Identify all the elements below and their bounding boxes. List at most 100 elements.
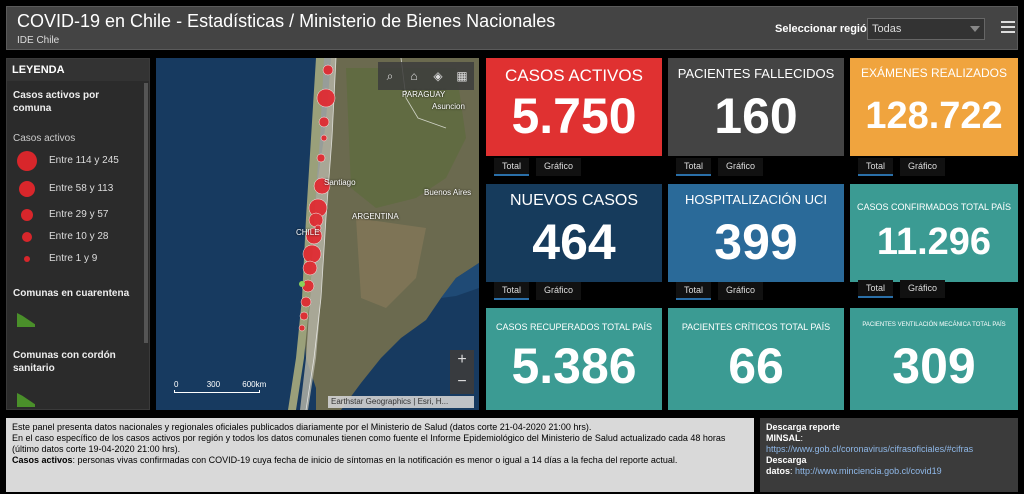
card-title: PACIENTES FALLECIDOS xyxy=(677,66,835,81)
tab-total[interactable]: Total xyxy=(494,158,530,176)
card-value: 66 xyxy=(728,338,784,394)
info-definition: : personas vivas confirmadas con COVID-1… xyxy=(72,455,678,465)
info-paragraph-3: Casos activos: personas vivas confirmada… xyxy=(12,455,748,466)
region-select[interactable]: Todas xyxy=(867,18,985,40)
legend-section-active-cases: Casos activos por comuna xyxy=(13,90,100,114)
card-value: 11.296 xyxy=(876,221,992,263)
legend-active-cases-subtitle: Casos activos xyxy=(13,133,76,144)
legend-class-2: Entre 58 y 113 xyxy=(13,179,143,199)
info-paragraph-1: Este panel presenta datos nacionales y r… xyxy=(12,422,592,432)
card-value: 5.750 xyxy=(511,88,637,144)
cordon-polygon-icon xyxy=(17,393,35,407)
tab-grafico[interactable]: Gráfico xyxy=(718,282,764,300)
card-tabs-uci: Total Gráfico xyxy=(676,282,852,300)
tab-total[interactable]: Total xyxy=(858,158,894,176)
tab-total[interactable]: Total xyxy=(676,282,712,300)
card-pacientes-fallecidos: PACIENTES FALLECIDOS 160 xyxy=(668,58,844,156)
card-value: 5.386 xyxy=(511,338,637,394)
tab-grafico[interactable]: Gráfico xyxy=(718,158,764,176)
card-title: CASOS RECUPERADOS TOTAL PAÍS xyxy=(495,322,653,332)
basemap-gallery-icon[interactable]: ▦ xyxy=(456,69,468,83)
region-select-label: Seleccionar región: xyxy=(775,23,878,35)
download-title-1: Descarga reporte xyxy=(766,422,841,432)
map-view[interactable]: ⌕ ⌂ ◈ ▦ PARAGUAY Asuncion Santiago Bueno… xyxy=(156,58,479,410)
card-tabs-fallecidos: Total Gráfico xyxy=(676,158,852,176)
circle-icon xyxy=(22,232,32,242)
map-label-chile: CHILE xyxy=(296,228,320,237)
tab-total[interactable]: Total xyxy=(858,280,894,298)
tab-grafico[interactable]: Gráfico xyxy=(536,282,582,300)
legend-class-label: Entre 1 y 9 xyxy=(49,253,98,264)
card-value: 464 xyxy=(532,214,616,270)
hamburger-icon[interactable] xyxy=(1001,21,1015,33)
map-label-paraguay: PARAGUAY xyxy=(402,90,446,99)
zoom-in-button[interactable]: + xyxy=(450,350,474,372)
card-title: CASOS ACTIVOS xyxy=(505,66,643,85)
tab-grafico[interactable]: Gráfico xyxy=(900,280,946,298)
card-title: PACIENTES CRÍTICOS TOTAL PAÍS xyxy=(681,322,831,332)
legend-class-label: Entre 58 y 113 xyxy=(49,183,114,194)
card-value: 128.722 xyxy=(865,95,1003,137)
card-title: EXÁMENES REALIZADOS xyxy=(860,66,1008,80)
info-paragraph-2: En el caso específico de los casos activ… xyxy=(12,433,726,454)
card-nuevos-casos: NUEVOS CASOS 464 xyxy=(486,184,662,282)
map-label-buenos-aires: Buenos Aires xyxy=(424,188,472,197)
legend-scrollbar[interactable] xyxy=(144,83,148,343)
legend-class-label: Entre 114 y 245 xyxy=(49,155,119,166)
card-value: 309 xyxy=(892,338,976,394)
legend-section-quarantine: Comunas en cuarentena xyxy=(13,288,130,299)
scale-label: 600km xyxy=(242,380,267,389)
info-panel: Este panel presenta datos nacionales y r… xyxy=(6,418,754,492)
legend-class-5: Entre 1 y 9 xyxy=(13,249,143,269)
card-casos-activos: CASOS ACTIVOS 5.750 xyxy=(486,58,662,156)
card-ventilacion-mecanica: PACIENTES VENTILACIÓN MECÁNICA TOTAL PAÍ… xyxy=(850,308,1018,410)
home-icon[interactable]: ⌂ xyxy=(410,69,418,83)
quarantine-polygon-icon xyxy=(17,313,35,327)
card-tabs-confirmados: Total Gráfico xyxy=(858,280,1024,298)
tab-total[interactable]: Total xyxy=(494,282,530,300)
map-attribution[interactable]: Earthstar Geographics | Esri, H... xyxy=(328,396,474,408)
card-title: CASOS CONFIRMADOS TOTAL PAÍS xyxy=(856,202,1012,212)
map-label-santiago: Santiago xyxy=(324,178,356,187)
card-title: PACIENTES VENTILACIÓN MECÁNICA TOTAL PAÍ… xyxy=(862,322,1006,328)
zoom-out-button[interactable]: − xyxy=(450,372,474,394)
card-casos-confirmados: CASOS CONFIRMADOS TOTAL PAÍS 11.296 xyxy=(850,184,1018,282)
scale-bar-labels: 0 300 600km xyxy=(174,380,266,389)
search-icon[interactable]: ⌕ xyxy=(386,69,394,83)
card-casos-recuperados: CASOS RECUPERADOS TOTAL PAÍS 5.386 xyxy=(486,308,662,410)
card-title: NUEVOS CASOS xyxy=(509,192,639,209)
legend-class-label: Entre 10 y 28 xyxy=(49,231,109,242)
minciencia-data-link[interactable]: http://www.minciencia.gob.cl/covid19 xyxy=(795,466,942,476)
map-toolbar: ⌕ ⌂ ◈ ▦ xyxy=(378,62,474,90)
download-title-2: Descarga xyxy=(766,455,807,465)
page-title: COVID-19 en Chile - Estadísticas / Minis… xyxy=(17,11,556,31)
circle-icon xyxy=(17,151,37,171)
layers-icon[interactable]: ◈ xyxy=(433,69,443,83)
card-hospitalizacion-uci: HOSPITALIZACIÓN UCI 399 xyxy=(668,184,844,282)
card-value: 399 xyxy=(714,214,798,270)
card-examenes-realizados: EXÁMENES REALIZADOS 128.722 xyxy=(850,58,1018,156)
card-tabs-casos-activos: Total Gráfico xyxy=(494,158,670,176)
scale-label: 300 xyxy=(206,380,221,389)
map-label-argentina: ARGENTINA xyxy=(352,212,399,221)
card-value: 160 xyxy=(714,88,798,144)
tab-grafico[interactable]: Gráfico xyxy=(900,158,946,176)
tab-grafico[interactable]: Gráfico xyxy=(536,158,582,176)
card-tabs-examenes: Total Gráfico xyxy=(858,158,1024,176)
legend-class-3: Entre 29 y 57 xyxy=(13,205,143,225)
download-label-2: datos xyxy=(766,466,791,476)
card-title: HOSPITALIZACIÓN UCI xyxy=(684,192,828,207)
legend-class-4: Entre 10 y 28 xyxy=(13,227,143,247)
circle-icon xyxy=(21,209,33,221)
info-term: Casos activos xyxy=(12,455,73,465)
map-label-asuncion: Asuncion xyxy=(432,102,465,111)
circle-icon xyxy=(24,256,30,262)
card-pacientes-criticos: PACIENTES CRÍTICOS TOTAL PAÍS 66 xyxy=(668,308,844,410)
legend-section-sanitary-cordon: Comunas con cordón sanitario xyxy=(13,350,116,374)
tab-total[interactable]: Total xyxy=(676,158,712,176)
legend-panel: LEYENDA Casos activos por comuna Casos a… xyxy=(6,58,150,410)
minsal-report-link[interactable]: https://www.gob.cl/coronavirus/cifrasofi… xyxy=(766,444,974,454)
circle-icon xyxy=(19,181,35,197)
map-basemap xyxy=(288,58,479,410)
download-links-panel: Descarga reporte MINSAL: https://www.gob… xyxy=(760,418,1018,492)
